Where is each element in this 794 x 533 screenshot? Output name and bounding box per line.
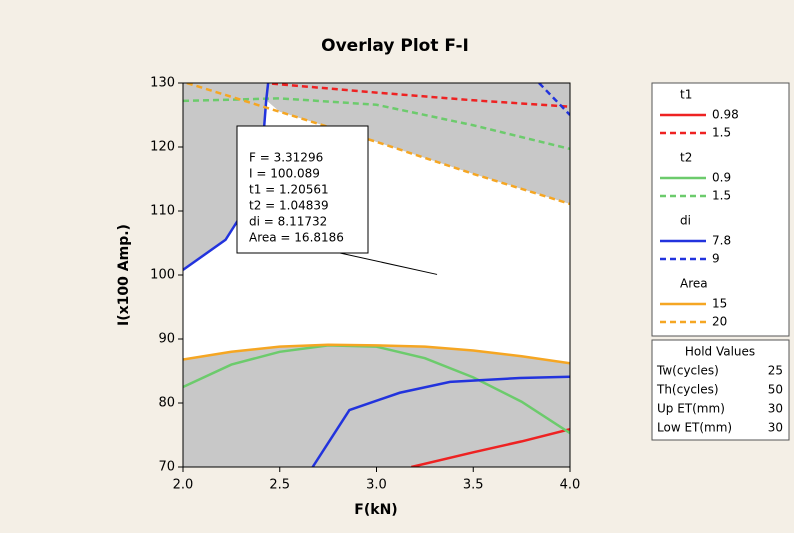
annotation-text: Area = 16.8186 bbox=[249, 231, 344, 245]
y-tick-label: 130 bbox=[150, 76, 175, 91]
hold-value: 25 bbox=[768, 364, 783, 378]
hold-values-title: Hold Values bbox=[685, 345, 755, 359]
annotation-text: di = 8.11732 bbox=[249, 215, 327, 229]
x-tick-label: 2.5 bbox=[269, 478, 290, 493]
legend-label: 9 bbox=[712, 252, 720, 266]
legend-group-title: t2 bbox=[680, 151, 692, 165]
y-tick-label: 90 bbox=[158, 332, 175, 347]
legend-group-title: Area bbox=[680, 277, 708, 291]
y-tick-label: 110 bbox=[150, 204, 175, 219]
legend-label: 20 bbox=[712, 315, 727, 329]
y-tick-label: 70 bbox=[158, 460, 175, 475]
y-tick-label: 80 bbox=[158, 396, 175, 411]
y-tick-label: 120 bbox=[150, 140, 175, 155]
y-tick-label: 100 bbox=[150, 268, 175, 283]
legend-label: 7.8 bbox=[712, 234, 731, 248]
hold-value-name: Tw(cycles) bbox=[656, 364, 719, 378]
hold-value-name: Low ET(mm) bbox=[657, 421, 732, 435]
legend-label: 1.5 bbox=[712, 189, 731, 203]
x-tick-label: 2.0 bbox=[173, 478, 194, 493]
legend-label: 0.9 bbox=[712, 171, 731, 185]
annotation-text: t1 = 1.20561 bbox=[249, 183, 329, 197]
legend-label: 0.98 bbox=[712, 108, 739, 122]
y-axis-title: I(x100 Amp.) bbox=[116, 224, 132, 326]
hold-value-name: Up ET(mm) bbox=[657, 402, 725, 416]
legend-group-title: t1 bbox=[680, 88, 692, 102]
annotation-text: I = 100.089 bbox=[249, 167, 320, 181]
annotation-text: t2 = 1.04839 bbox=[249, 199, 329, 213]
x-tick-label: 3.0 bbox=[366, 478, 387, 493]
legend-label: 1.5 bbox=[712, 126, 731, 140]
x-axis-title: F(kN) bbox=[354, 502, 397, 518]
chart: Overlay Plot F-I F(kN) I(x100 Amp.) 2.0 2… bbox=[0, 0, 794, 533]
annotation-text: F = 3.31296 bbox=[249, 151, 323, 165]
hold-value: 30 bbox=[768, 421, 783, 435]
hold-value: 30 bbox=[768, 402, 783, 416]
hold-value: 50 bbox=[768, 383, 783, 397]
x-tick-label: 3.5 bbox=[463, 478, 484, 493]
x-tick-label: 4.0 bbox=[560, 478, 581, 493]
chart-title: Overlay Plot F-I bbox=[321, 36, 469, 56]
hold-value-name: Th(cycles) bbox=[656, 383, 719, 397]
legend-group-title: di bbox=[680, 214, 691, 228]
legend-label: 15 bbox=[712, 297, 727, 311]
